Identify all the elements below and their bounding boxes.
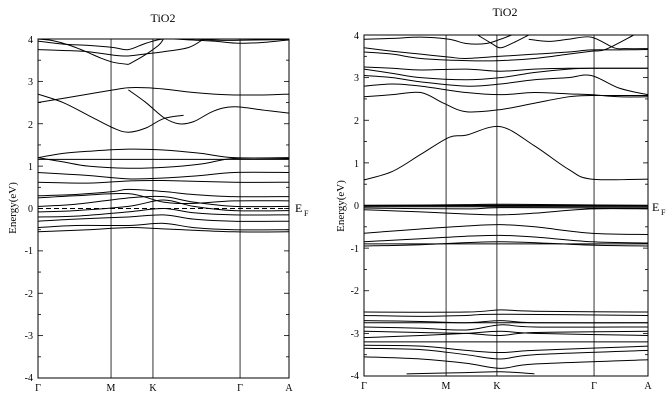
right-y-axis-label: Energy(eV) bbox=[335, 180, 347, 232]
band-curve bbox=[364, 356, 648, 369]
left-plot-frame bbox=[37, 38, 290, 379]
left-k-point-labels: Γ M K Γ A bbox=[35, 383, 293, 394]
band-curve bbox=[38, 148, 289, 159]
left-k-label: Γ bbox=[237, 383, 243, 394]
band-curve bbox=[364, 66, 648, 72]
left-k-label: A bbox=[285, 383, 293, 394]
band-curve bbox=[406, 371, 535, 375]
band-curve bbox=[38, 222, 289, 231]
band-curve bbox=[38, 195, 289, 208]
band-curve bbox=[364, 35, 635, 62]
right-fermi-label: E F bbox=[652, 200, 666, 217]
right-fermi-label-sub: F bbox=[661, 208, 666, 217]
left-y-tick-label: -3 bbox=[25, 331, 33, 342]
left-y-axis-label: Energy(eV) bbox=[7, 182, 19, 234]
band-curve bbox=[38, 199, 289, 213]
right-k-point-labels: Γ M K Γ A bbox=[361, 381, 652, 392]
band-curve bbox=[128, 39, 164, 65]
right-y-tick-label: 1 bbox=[354, 159, 359, 170]
band-curve bbox=[38, 171, 289, 180]
band-curve bbox=[38, 39, 129, 65]
left-fermi-label: E F bbox=[295, 201, 309, 218]
band-curve bbox=[364, 234, 648, 244]
left-panel: TiO2 Energy(eV) 4 3 2 1 0 -1 -2 -3 -4 Γ … bbox=[7, 11, 309, 394]
right-y-tick-label: 0 bbox=[354, 201, 359, 212]
right-y-tick-label: 4 bbox=[354, 31, 359, 42]
band-curve bbox=[364, 344, 648, 354]
band-curve bbox=[38, 192, 289, 205]
left-panel-title: TiO2 bbox=[151, 11, 176, 25]
right-y-tick-label: -3 bbox=[351, 329, 359, 340]
band-curve bbox=[38, 87, 289, 104]
right-k-label: Γ bbox=[591, 381, 597, 392]
right-k-label: A bbox=[644, 381, 652, 392]
band-curve bbox=[364, 207, 648, 210]
band-curve bbox=[38, 214, 289, 222]
band-curve bbox=[364, 125, 648, 181]
band-curve bbox=[364, 224, 648, 235]
right-panel-title: TiO2 bbox=[493, 5, 518, 19]
right-y-tick-label: -4 bbox=[351, 371, 359, 382]
band-curve bbox=[193, 39, 289, 41]
left-y-tick-label: 1 bbox=[28, 162, 33, 173]
band-curve bbox=[38, 179, 289, 184]
right-bands bbox=[364, 35, 648, 375]
right-k-label: Γ bbox=[361, 381, 367, 392]
band-curve bbox=[364, 74, 648, 96]
right-y-tick-label: -1 bbox=[351, 244, 359, 255]
right-y-tick-label: 2 bbox=[354, 116, 359, 127]
band-curve bbox=[364, 330, 648, 337]
left-y-tick-labels: 4 3 2 1 0 -1 -2 -3 -4 bbox=[25, 35, 33, 384]
band-curve bbox=[38, 207, 289, 218]
right-k-label: K bbox=[493, 381, 501, 392]
right-k-label: M bbox=[442, 381, 451, 392]
band-curve bbox=[364, 208, 648, 216]
left-y-tick-label: 0 bbox=[28, 204, 33, 215]
band-curve bbox=[38, 188, 289, 198]
right-y-tick-label: -2 bbox=[351, 286, 359, 297]
band-curve bbox=[128, 89, 289, 125]
band-curve bbox=[38, 157, 289, 169]
right-plot-frame bbox=[363, 34, 649, 377]
right-y-tick-labels: 4 3 2 1 0 -1 -2 -3 -4 bbox=[351, 31, 359, 382]
left-y-tick-label: -4 bbox=[25, 373, 33, 384]
band-curve bbox=[38, 93, 184, 133]
left-k-label: K bbox=[149, 383, 157, 394]
band-curve bbox=[38, 39, 204, 57]
right-y-tick-label: 3 bbox=[354, 73, 359, 84]
band-curve bbox=[364, 313, 648, 317]
right-panel: TiO2 Energy(eV) 4 3 2 1 0 -1 -2 -3 -4 Γ … bbox=[335, 5, 666, 392]
band-curve bbox=[364, 67, 648, 81]
left-k-label: Γ bbox=[35, 383, 41, 394]
left-y-tick-label: 4 bbox=[28, 35, 33, 46]
left-y-tick-label: 2 bbox=[28, 120, 33, 131]
band-curve bbox=[477, 35, 529, 49]
band-curve bbox=[364, 309, 648, 313]
left-fermi-label-main: E bbox=[295, 201, 302, 215]
band-curve bbox=[38, 227, 289, 233]
left-bands bbox=[38, 39, 289, 233]
band-curve bbox=[364, 347, 648, 360]
left-y-tick-label: 3 bbox=[28, 77, 33, 88]
left-y-tick-label: -2 bbox=[25, 289, 33, 300]
band-curve bbox=[364, 241, 648, 247]
band-curve bbox=[364, 330, 648, 339]
band-curve bbox=[364, 91, 648, 113]
left-k-label: M bbox=[107, 383, 116, 394]
right-fermi-label-main: E bbox=[652, 200, 659, 214]
band-curve bbox=[364, 324, 648, 331]
left-y-tick-label: -1 bbox=[25, 246, 33, 257]
band-curve bbox=[38, 39, 289, 51]
left-fermi-label-sub: F bbox=[304, 209, 309, 218]
band-curve bbox=[528, 36, 648, 50]
band-curve bbox=[364, 47, 648, 59]
band-curve bbox=[364, 35, 512, 45]
